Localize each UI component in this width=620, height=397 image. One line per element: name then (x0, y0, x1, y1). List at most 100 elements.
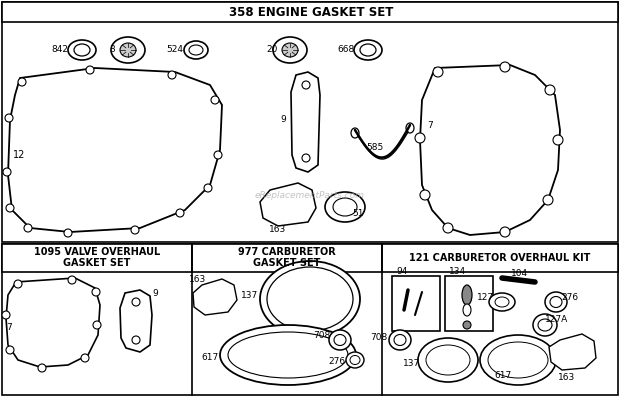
Ellipse shape (131, 226, 139, 234)
Ellipse shape (543, 195, 553, 205)
Polygon shape (291, 72, 320, 172)
Text: GASKET SET: GASKET SET (63, 258, 131, 268)
Ellipse shape (443, 223, 453, 233)
Bar (392, 276, 440, 331)
Text: 7: 7 (427, 121, 433, 129)
Ellipse shape (426, 345, 470, 375)
Text: 708: 708 (370, 333, 387, 341)
Text: 137: 137 (404, 358, 420, 368)
Text: GASKET SET: GASKET SET (254, 258, 321, 268)
Ellipse shape (463, 304, 471, 316)
Bar (192, 244, 382, 272)
Ellipse shape (260, 261, 360, 337)
Text: 3: 3 (109, 46, 115, 54)
Ellipse shape (495, 297, 509, 307)
Ellipse shape (267, 267, 353, 331)
Ellipse shape (2, 311, 10, 319)
Ellipse shape (480, 335, 556, 385)
Ellipse shape (350, 355, 360, 364)
Ellipse shape (6, 346, 14, 354)
Text: 94: 94 (396, 268, 407, 276)
Ellipse shape (302, 154, 310, 162)
Ellipse shape (74, 44, 90, 56)
Ellipse shape (189, 45, 203, 55)
Text: eReplacementParts.com: eReplacementParts.com (255, 191, 365, 200)
Text: 127: 127 (477, 293, 495, 301)
Text: 842: 842 (51, 46, 68, 54)
Ellipse shape (302, 81, 310, 89)
Text: 276: 276 (562, 293, 578, 301)
Ellipse shape (389, 330, 411, 350)
Ellipse shape (81, 354, 89, 362)
Text: 20: 20 (267, 46, 278, 54)
Polygon shape (193, 279, 237, 315)
Ellipse shape (334, 335, 346, 345)
Bar (382, 244, 618, 272)
Text: 163: 163 (269, 225, 286, 235)
Ellipse shape (533, 314, 557, 336)
Ellipse shape (168, 71, 176, 79)
Text: 9: 9 (280, 116, 286, 125)
Text: 7: 7 (6, 324, 12, 333)
Ellipse shape (360, 44, 376, 56)
Ellipse shape (93, 321, 101, 329)
Ellipse shape (92, 288, 100, 296)
Ellipse shape (86, 66, 94, 74)
Ellipse shape (463, 321, 471, 329)
Ellipse shape (3, 168, 11, 176)
Ellipse shape (132, 336, 140, 344)
Text: 585: 585 (366, 143, 384, 152)
Ellipse shape (545, 85, 555, 95)
Text: 9: 9 (152, 289, 158, 297)
Ellipse shape (325, 192, 365, 222)
Ellipse shape (132, 298, 140, 306)
Ellipse shape (550, 297, 562, 308)
Ellipse shape (333, 198, 357, 216)
Text: 121 CARBURETOR OVERHAUL KIT: 121 CARBURETOR OVERHAUL KIT (409, 253, 591, 263)
Text: 617: 617 (202, 353, 219, 362)
Ellipse shape (38, 364, 46, 372)
Bar (445, 276, 493, 331)
Ellipse shape (420, 190, 430, 200)
Bar (2, 2, 618, 242)
Ellipse shape (273, 37, 307, 63)
Ellipse shape (111, 37, 145, 63)
Text: 977 CARBURETOR: 977 CARBURETOR (238, 247, 336, 257)
Text: 524: 524 (166, 46, 183, 54)
Ellipse shape (346, 352, 364, 368)
Ellipse shape (211, 96, 219, 104)
Bar (2, 244, 618, 395)
Ellipse shape (64, 229, 72, 237)
Ellipse shape (68, 40, 96, 60)
Ellipse shape (24, 224, 32, 232)
Text: 12: 12 (13, 150, 25, 160)
Ellipse shape (5, 114, 13, 122)
Ellipse shape (538, 319, 552, 331)
Ellipse shape (488, 342, 548, 378)
Ellipse shape (214, 151, 222, 159)
Ellipse shape (394, 335, 406, 345)
Ellipse shape (228, 332, 348, 378)
Bar (2, 2, 618, 22)
Text: 708: 708 (313, 330, 330, 339)
Ellipse shape (220, 325, 356, 385)
Ellipse shape (462, 285, 472, 305)
Text: 668: 668 (338, 46, 355, 54)
Ellipse shape (500, 62, 510, 72)
Text: 163: 163 (559, 374, 575, 382)
Ellipse shape (204, 184, 212, 192)
Text: 163: 163 (189, 276, 206, 285)
Text: 276: 276 (329, 358, 345, 366)
Polygon shape (6, 278, 100, 367)
Ellipse shape (433, 67, 443, 77)
Ellipse shape (500, 227, 510, 237)
Ellipse shape (282, 43, 298, 57)
Ellipse shape (553, 135, 563, 145)
Polygon shape (549, 334, 596, 370)
Text: 104: 104 (512, 270, 529, 279)
Ellipse shape (6, 204, 14, 212)
Ellipse shape (351, 128, 359, 138)
Ellipse shape (176, 209, 184, 217)
Ellipse shape (329, 330, 351, 350)
Ellipse shape (545, 292, 567, 312)
